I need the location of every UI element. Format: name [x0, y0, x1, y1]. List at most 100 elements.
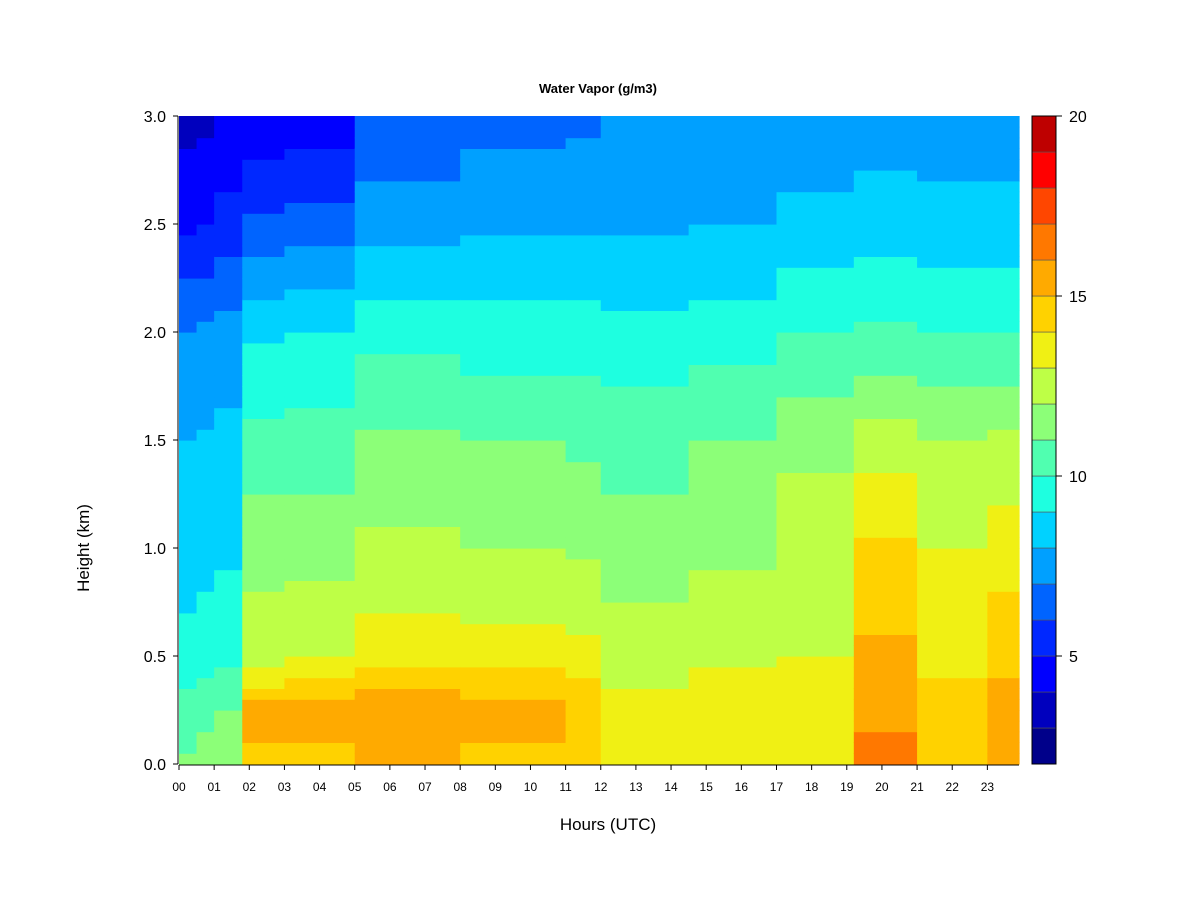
heatmap-cell — [688, 170, 778, 182]
heatmap-cell — [214, 202, 243, 214]
heatmap-cell — [354, 267, 461, 279]
heatmap-cell — [565, 666, 602, 679]
heatmap-column — [853, 116, 918, 765]
heatmap-cell — [214, 602, 243, 614]
heatmap-column — [354, 116, 461, 765]
heatmap-cell — [354, 148, 461, 160]
heatmap-cell — [284, 645, 356, 657]
heatmap-cell — [214, 623, 243, 635]
heatmap-cell — [565, 310, 602, 322]
heatmap-cell — [776, 202, 855, 214]
heatmap-cell — [776, 170, 855, 182]
heatmap-cell — [688, 623, 778, 635]
heatmap-cell — [179, 321, 198, 333]
heatmap-cell — [284, 602, 356, 614]
heatmap-cell — [917, 731, 988, 743]
heatmap-cell — [214, 321, 243, 333]
heatmap-cell — [214, 591, 243, 603]
heatmap-cell — [853, 386, 918, 398]
heatmap-cell — [917, 602, 988, 614]
heatmap-cell — [853, 537, 918, 549]
heatmap-cell — [460, 580, 567, 592]
heatmap-cell — [242, 278, 286, 290]
heatmap-cell — [565, 602, 602, 614]
heatmap-cell — [460, 731, 567, 743]
heatmap-cell — [565, 677, 602, 689]
heatmap-cell — [917, 396, 988, 409]
heatmap-cell — [242, 310, 286, 322]
heatmap-cell — [284, 731, 356, 743]
heatmap-cell — [214, 191, 243, 203]
heatmap-cell — [853, 245, 918, 257]
heatmap-cell — [917, 548, 988, 560]
heatmap-cell — [987, 580, 1020, 592]
heatmap-cell — [600, 245, 690, 257]
heatmap-cell — [776, 429, 855, 441]
y-tick-label: 1.0 — [144, 541, 166, 558]
heatmap-cell — [776, 656, 855, 668]
heatmap-cell — [853, 656, 918, 668]
x-tick-label: 19 — [840, 780, 854, 794]
heatmap-cell — [354, 353, 461, 365]
heatmap-cell — [987, 515, 1020, 527]
heatmap-cell — [214, 688, 243, 700]
heatmap-cell — [460, 612, 567, 625]
heatmap-cell — [853, 612, 918, 625]
heatmap-cell — [196, 407, 215, 419]
heatmap-cell — [565, 720, 602, 733]
heatmap-cell — [776, 332, 855, 344]
heatmap-cell — [688, 537, 778, 549]
x-tick-label: 23 — [981, 780, 995, 794]
heatmap-cell — [179, 742, 198, 754]
heatmap-cell — [214, 429, 243, 441]
heatmap-cell — [600, 688, 690, 700]
heatmap-cell — [600, 224, 690, 236]
heatmap-cell — [242, 429, 286, 441]
heatmap-cell — [179, 688, 198, 700]
heatmap-cell — [600, 148, 690, 160]
heatmap-cell — [600, 332, 690, 344]
x-tick-label: 17 — [770, 780, 784, 794]
heatmap-cell — [776, 126, 855, 139]
heatmap-cell — [196, 288, 215, 301]
y-tick-label: 3.0 — [144, 109, 166, 126]
heatmap-cell — [242, 234, 286, 247]
heatmap-cell — [565, 569, 602, 581]
heatmap-cell — [354, 699, 461, 711]
heatmap-cell — [196, 191, 215, 203]
heatmap-cell — [460, 332, 567, 344]
heatmap-cell — [853, 116, 918, 128]
heatmap-cell — [284, 364, 356, 376]
heatmap-cell — [565, 375, 602, 387]
heatmap-cell — [600, 429, 690, 441]
heatmap-column — [987, 116, 1020, 765]
heatmap-cell — [284, 170, 356, 182]
heatmap-cell — [776, 234, 855, 247]
x-tick-label: 22 — [946, 780, 960, 794]
heatmap-cell — [242, 332, 286, 344]
heatmap-cell — [284, 191, 356, 203]
heatmap-cell — [196, 537, 215, 549]
heatmap-cell — [565, 623, 602, 635]
heatmap-cell — [284, 310, 356, 322]
heatmap-cell — [987, 159, 1020, 171]
heatmap-cell — [354, 710, 461, 722]
heatmap-cell — [987, 461, 1020, 473]
heatmap-cell — [242, 591, 286, 603]
heatmap-cell — [214, 126, 243, 139]
heatmap-cell — [214, 569, 243, 581]
heatmap-cell — [688, 526, 778, 538]
heatmap-cell — [354, 450, 461, 463]
heatmap-cell — [917, 580, 988, 592]
heatmap-cell — [565, 450, 602, 463]
heatmap-cell — [565, 321, 602, 333]
heatmap-cell — [688, 245, 778, 257]
heatmap-cell — [688, 461, 778, 473]
x-tick-label: 11 — [559, 780, 572, 794]
heatmap-cell — [600, 202, 690, 214]
heatmap-cell — [354, 278, 461, 290]
heatmap-cell — [987, 569, 1020, 581]
heatmap-cell — [853, 526, 918, 538]
heatmap-cell — [284, 321, 356, 333]
heatmap-cell — [565, 731, 602, 743]
